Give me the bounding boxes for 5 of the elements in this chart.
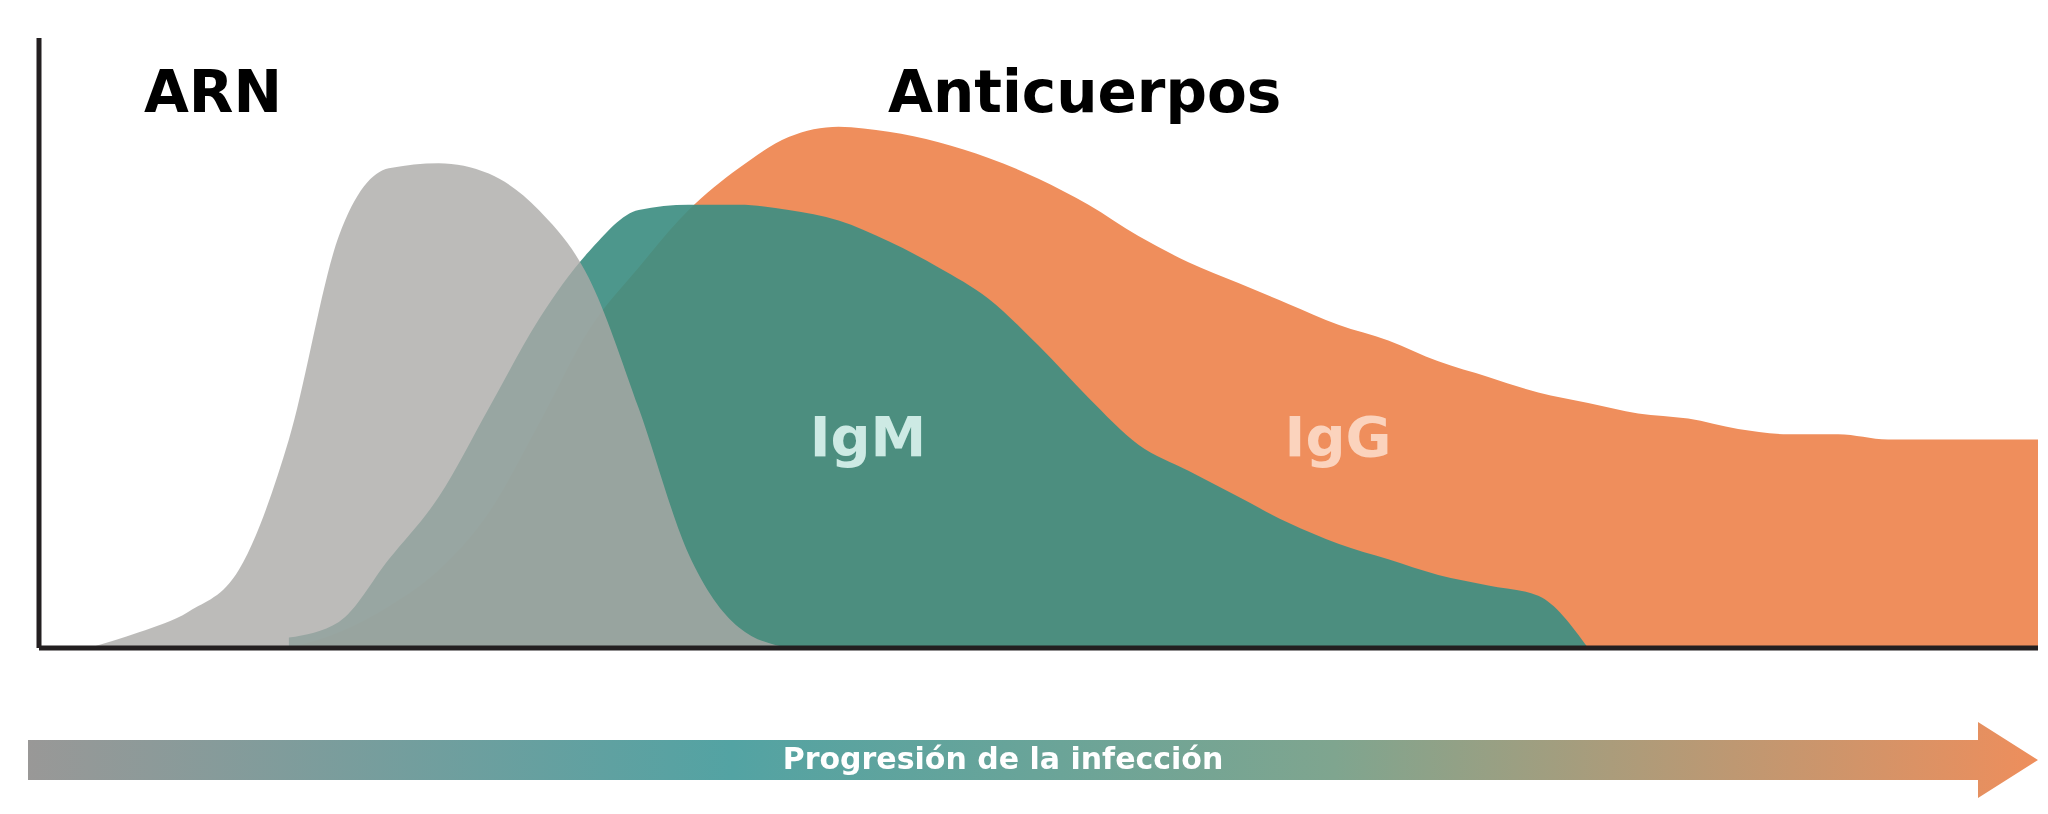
x-axis-title: Progresión de la infección xyxy=(781,741,1225,776)
series-label: IgM xyxy=(808,404,928,470)
text: Anticuerpos xyxy=(888,58,1283,126)
series-label: IgG xyxy=(1283,404,1393,470)
series-label: ARN xyxy=(142,58,284,126)
